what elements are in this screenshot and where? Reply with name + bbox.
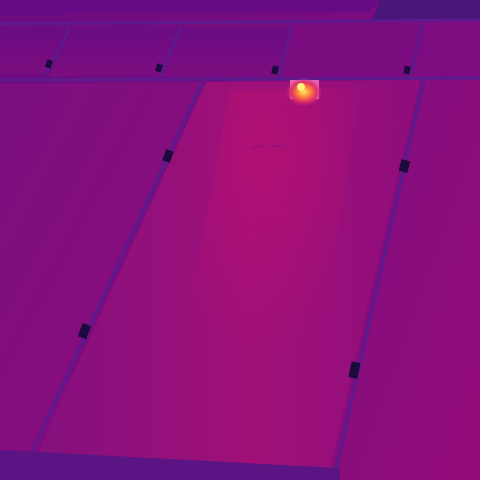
faint-marking [251, 145, 284, 149]
frame-top-3 [276, 25, 294, 79]
panel-top-2 [50, 28, 178, 76]
panel-right [338, 80, 480, 480]
frame-diagonal-right [332, 79, 426, 479]
module-clamp-icon [348, 361, 361, 379]
module-clamp-icon [162, 148, 174, 164]
hotspot [286, 78, 322, 106]
bottom-frame-shadow [0, 450, 340, 480]
frame-diagonal-left [30, 81, 204, 453]
top-panel-row [0, 0, 480, 80]
module-clamp-icon [154, 63, 164, 73]
panel-frames [0, 18, 480, 479]
panel-left [0, 82, 200, 456]
panel-top-back-shadow [372, 0, 480, 20]
panel-top-5 [414, 22, 480, 80]
module-clamp-icon [44, 59, 54, 69]
module-clamp-icon [398, 159, 411, 174]
panel-top-3 [164, 28, 290, 76]
frame-horizontal-upper [0, 18, 480, 26]
frame-top-2 [158, 27, 182, 77]
hotspot-core [297, 83, 305, 91]
module-clamp-icon [271, 65, 279, 75]
module-clamp-icon [77, 323, 92, 340]
main-panel-row [0, 80, 480, 480]
faint-marking-line-1 [251, 145, 263, 149]
panel-top-4 [282, 24, 420, 78]
frame-top-4 [408, 23, 424, 81]
module-clamp-icon [403, 65, 411, 75]
panel-top-back [0, 0, 380, 14]
heat-plume [170, 88, 360, 420]
clamps [44, 59, 411, 379]
hotspot-glow [286, 78, 322, 106]
frame-horizontal-top [0, 76, 480, 82]
